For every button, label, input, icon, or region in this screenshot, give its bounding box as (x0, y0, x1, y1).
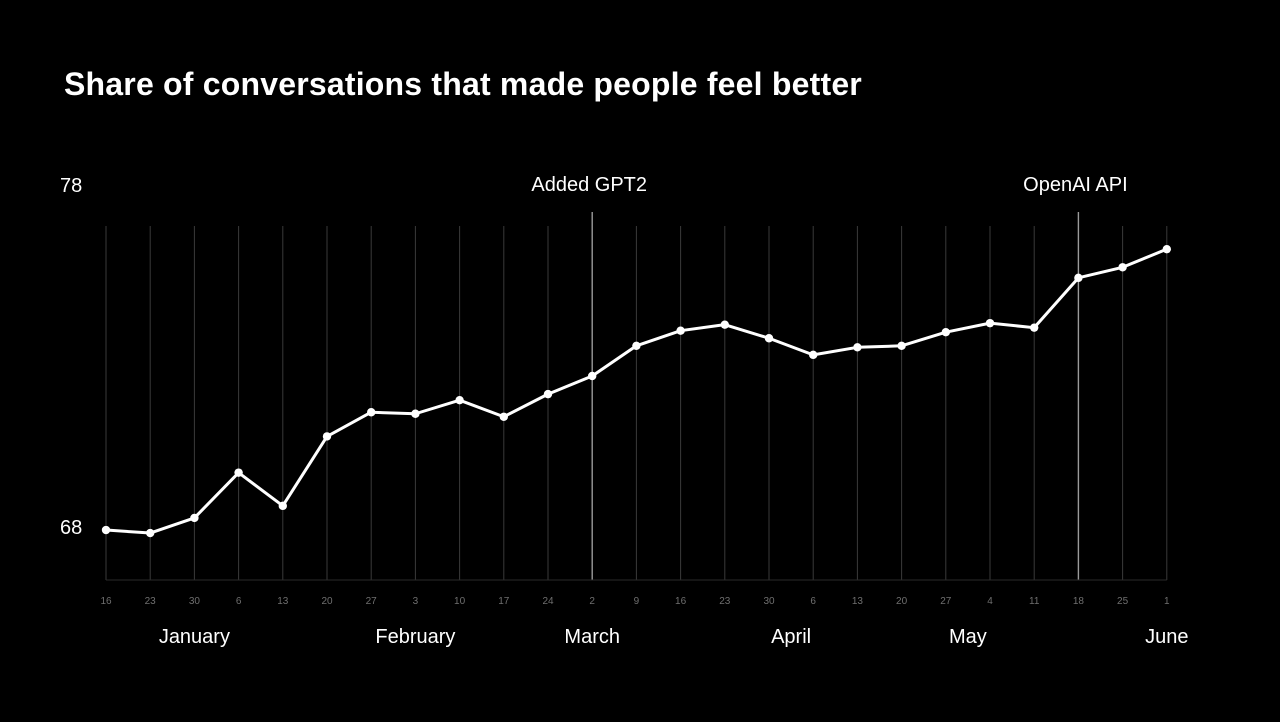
data-point (146, 528, 155, 538)
data-point (941, 328, 950, 337)
x-tick-label: 2 (589, 596, 595, 607)
x-tick-label: 30 (763, 596, 775, 607)
x-tick-label: 13 (852, 596, 864, 607)
data-point (897, 341, 906, 350)
x-tick-label: 9 (634, 596, 640, 607)
x-tick-label: 23 (719, 596, 731, 607)
data-point (322, 432, 332, 441)
x-tick-label: 27 (940, 596, 952, 607)
x-tick-label: 16 (100, 596, 112, 607)
month-label: April (771, 626, 811, 648)
x-tick-label: 3 (413, 596, 419, 607)
x-tick-label: 30 (189, 596, 201, 607)
x-tick-label: 11 (1029, 596, 1040, 607)
x-tick-label: 27 (366, 596, 378, 607)
month-label: March (564, 626, 620, 648)
data-point (411, 409, 420, 418)
y-tick-label: 78 (60, 175, 82, 197)
month-label: February (375, 626, 455, 648)
annotation-label: Added GPT2 (531, 174, 647, 196)
data-point (764, 334, 774, 343)
x-tick-label: 20 (896, 596, 908, 607)
x-tick-label: 6 (810, 596, 816, 607)
x-tick-label: 17 (498, 596, 510, 607)
month-label: January (159, 626, 230, 648)
data-point (234, 468, 243, 477)
x-tick-label: 6 (236, 596, 242, 607)
data-point (1030, 323, 1039, 332)
x-tick-label: 4 (987, 596, 993, 607)
data-point (853, 343, 862, 352)
data-point (1162, 244, 1172, 254)
data-point (720, 320, 729, 329)
x-tick-label: 10 (454, 596, 466, 607)
data-point (676, 326, 685, 335)
x-tick-label: 13 (277, 596, 289, 607)
data-point (632, 341, 641, 350)
chart-title: Share of conversations that made people … (64, 66, 862, 102)
x-tick-label: 25 (1117, 596, 1129, 607)
data-point (367, 408, 376, 417)
data-point (1074, 273, 1083, 283)
data-point (985, 318, 995, 328)
x-tick-label: 1 (1164, 596, 1170, 607)
month-label: June (1145, 626, 1188, 648)
data-point (101, 525, 111, 535)
x-tick-label: 23 (145, 596, 157, 607)
x-tick-label: 18 (1073, 596, 1085, 607)
data-point (278, 501, 287, 511)
data-point (455, 395, 464, 405)
data-point (809, 350, 818, 360)
annotation-label: OpenAI API (1023, 174, 1128, 196)
data-point (190, 513, 199, 523)
data-point (499, 412, 508, 421)
x-tick-label: 20 (321, 596, 333, 607)
data-point (1118, 263, 1127, 272)
y-tick-label: 68 (60, 517, 82, 539)
x-tick-label: 24 (542, 596, 554, 607)
x-tick-label: 16 (675, 596, 687, 607)
data-point (543, 389, 553, 399)
month-label: May (949, 626, 987, 648)
data-point (588, 371, 597, 381)
